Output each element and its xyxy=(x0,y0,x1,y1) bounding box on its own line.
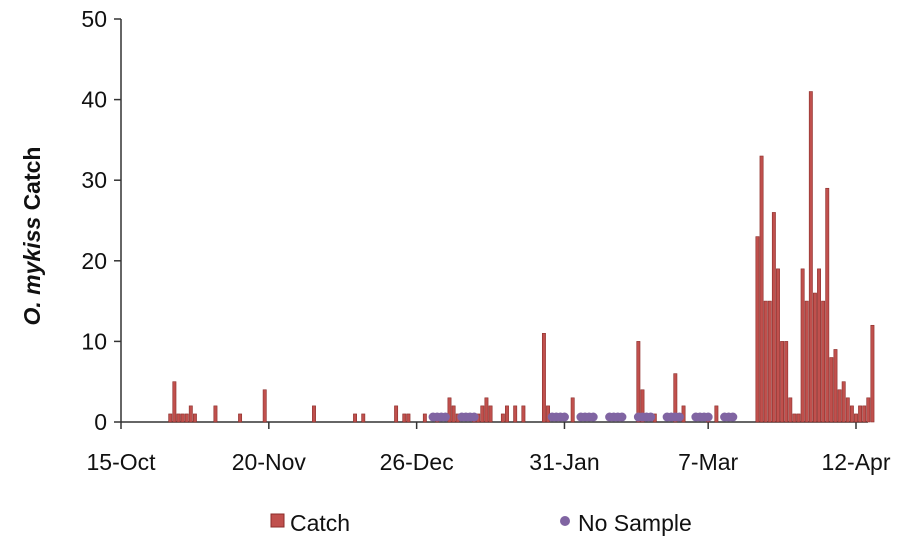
catch-bar xyxy=(849,405,854,423)
catch-bar xyxy=(500,413,505,423)
x-tick-label: 26-Dec xyxy=(380,449,454,475)
x-tick-label: 15-Oct xyxy=(86,449,156,475)
y-tick-label: 30 xyxy=(81,167,107,193)
catch-bar xyxy=(763,300,768,423)
catch-bar xyxy=(213,405,218,423)
catch-bar xyxy=(812,292,817,423)
catch-bar xyxy=(447,397,452,423)
catch-bar xyxy=(480,405,485,423)
catch-bar xyxy=(192,413,197,423)
no-sample-marker xyxy=(703,412,713,422)
catch-bar xyxy=(771,212,776,423)
catch-bar xyxy=(767,300,772,423)
catch-bar xyxy=(312,405,316,423)
catch-bar xyxy=(714,405,719,423)
y-axis-title-rest: Catch xyxy=(19,147,45,217)
catch-bar xyxy=(402,413,407,423)
catch-bar xyxy=(833,349,838,423)
y-ticks: 0 10 20 30 40 50 xyxy=(81,6,121,435)
catch-bar xyxy=(780,341,785,423)
axes-layer xyxy=(120,19,868,423)
catch-bar xyxy=(640,389,645,423)
catch-bar xyxy=(636,341,641,423)
catch-bar xyxy=(570,397,575,423)
catch-bar xyxy=(168,413,173,423)
catch-bar xyxy=(673,373,678,423)
x-tick-label: 20-Nov xyxy=(232,449,307,475)
catch-bar xyxy=(541,333,546,423)
no-sample-markers xyxy=(428,412,738,422)
catch-bar xyxy=(792,413,797,423)
no-sample-marker xyxy=(674,412,684,422)
legend: Catch No Sample xyxy=(270,510,692,536)
catch-bar xyxy=(776,268,780,423)
catch-bar xyxy=(821,300,826,423)
catch-bar xyxy=(755,236,760,423)
catch-bar xyxy=(870,324,875,423)
catch-bar xyxy=(759,155,764,423)
catch-bar xyxy=(825,187,830,423)
catch-bars xyxy=(168,91,875,423)
x-tick-label: 12-Apr xyxy=(821,449,890,475)
catch-bar xyxy=(521,405,526,423)
catch-bar xyxy=(505,405,509,423)
y-tick-label: 0 xyxy=(94,409,107,435)
catch-bar xyxy=(172,381,177,423)
x-tick-label: 7-Mar xyxy=(678,449,738,475)
y-axis-title: O. mykiss Catch xyxy=(19,147,45,326)
legend-label-no-sample: No Sample xyxy=(578,510,692,536)
catch-bar xyxy=(188,405,193,423)
legend-swatch-catch xyxy=(270,513,285,528)
catch-bar xyxy=(788,397,793,423)
catch-bar xyxy=(513,405,518,423)
catch-bar xyxy=(866,397,871,423)
catch-bar xyxy=(180,413,185,423)
catch-bar xyxy=(451,405,456,423)
catch-bar xyxy=(808,91,813,423)
catch-bar xyxy=(488,405,493,423)
catch-bar xyxy=(484,397,489,423)
no-sample-marker xyxy=(646,412,656,422)
catch-bar xyxy=(862,405,867,423)
no-sample-marker xyxy=(617,412,627,422)
catch-bar xyxy=(837,389,842,423)
y-tick-label: 50 xyxy=(81,6,107,32)
no-sample-marker xyxy=(588,412,598,422)
catch-bar xyxy=(845,397,850,423)
catch-bar xyxy=(841,381,846,423)
catch-bar xyxy=(176,413,181,423)
catch-bar xyxy=(353,413,357,423)
legend-swatch-no-sample xyxy=(560,516,570,526)
catch-bar xyxy=(422,413,427,423)
catch-bar xyxy=(394,405,399,423)
catch-bar xyxy=(796,413,801,423)
catch-bar xyxy=(238,413,243,423)
y-tick-label: 20 xyxy=(81,248,107,274)
catch-bar xyxy=(184,413,189,423)
catch-bar xyxy=(829,357,834,423)
catch-bar xyxy=(804,300,809,423)
x-tick-label: 31-Jan xyxy=(529,449,599,475)
catch-bar xyxy=(262,389,267,423)
legend-label-catch: Catch xyxy=(290,510,350,536)
x-ticks: 15-Oct 20-Nov 26-Dec 31-Jan 7-Mar 12-Apr xyxy=(86,422,891,475)
no-sample-marker xyxy=(728,412,738,422)
catch-bar xyxy=(800,268,805,423)
catch-bar xyxy=(858,405,863,423)
no-sample-marker xyxy=(440,412,450,422)
y-tick-label: 10 xyxy=(81,328,107,354)
catch-bar xyxy=(361,413,366,423)
y-tick-label: 40 xyxy=(81,87,107,113)
catch-bar xyxy=(784,341,789,423)
catch-bar xyxy=(406,413,411,423)
y-axis-title-italic: O. mykiss xyxy=(19,217,45,326)
catch-bar xyxy=(854,413,858,423)
no-sample-marker xyxy=(469,412,479,422)
no-sample-marker xyxy=(559,412,569,422)
catch-bar xyxy=(817,268,821,423)
